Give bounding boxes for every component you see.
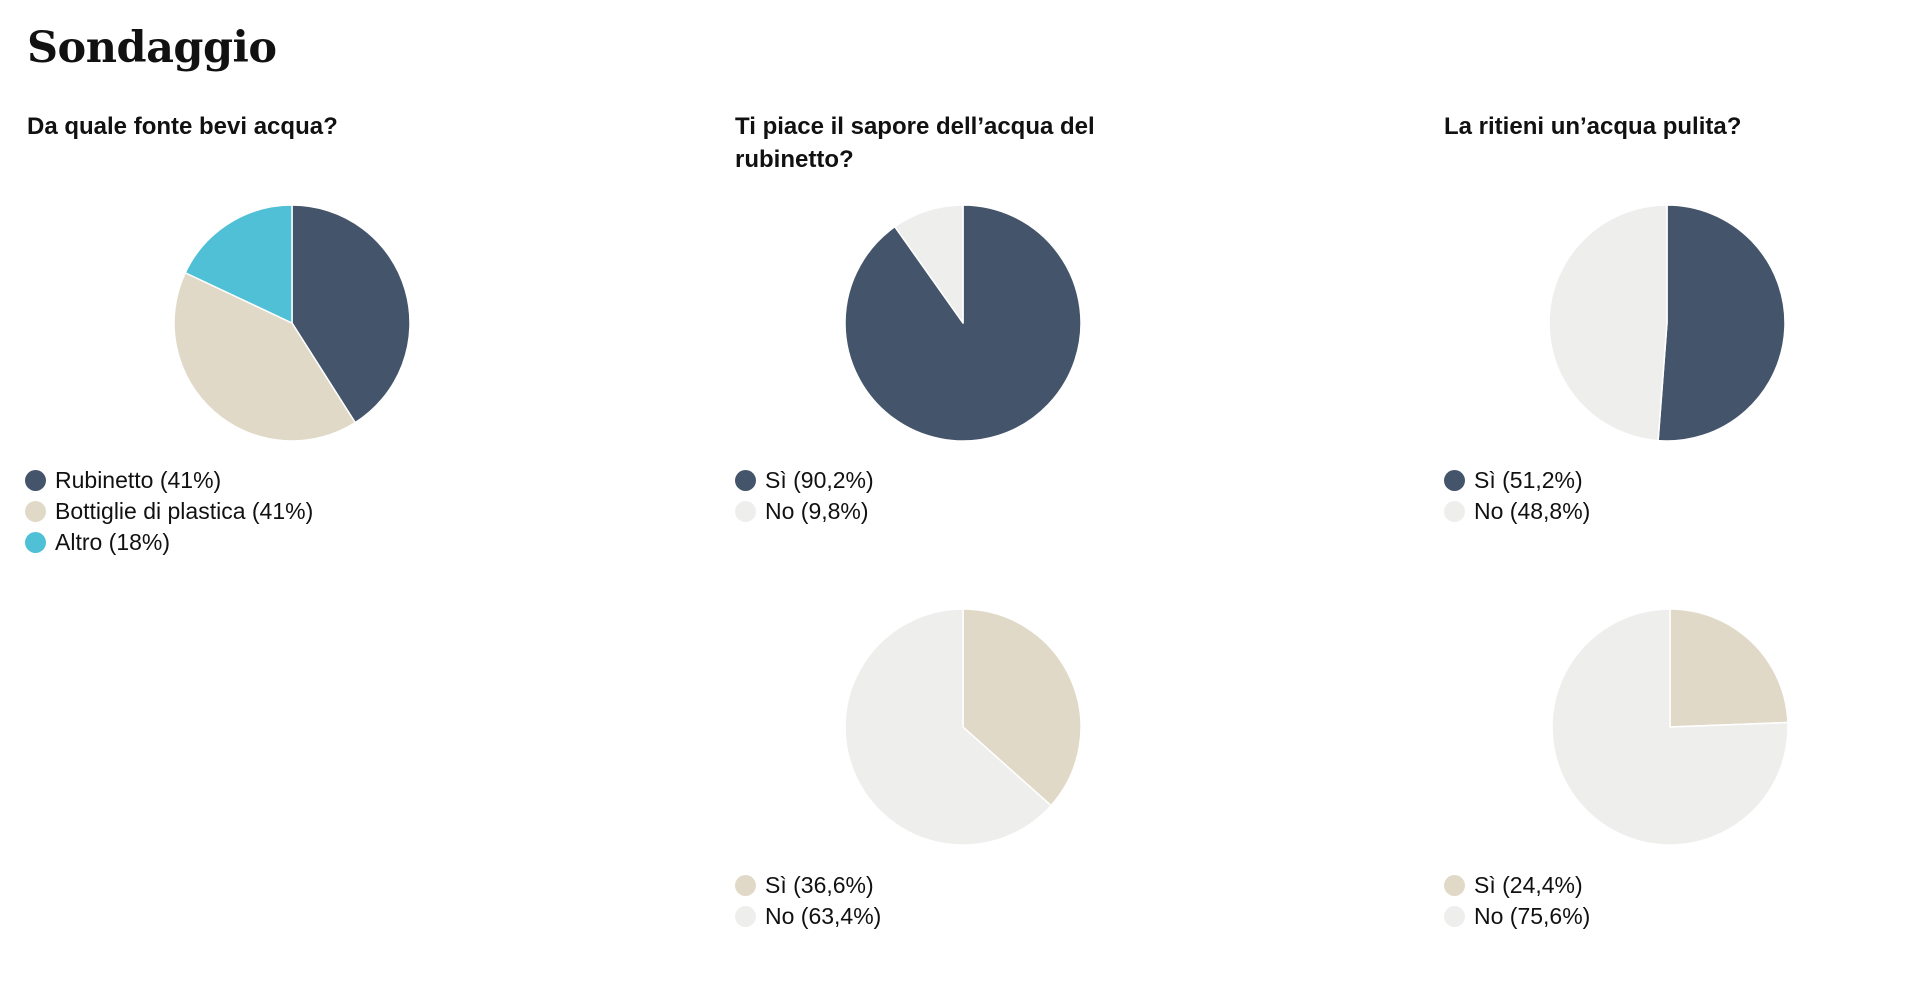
pie-slice-no [1548, 204, 1668, 442]
pie-slice-si [1657, 204, 1786, 442]
legend-item-no: No (75,6%) [1444, 901, 1590, 932]
legend-tap-water-taste-secondary: Sì (36,6%) No (63,4%) [735, 870, 881, 932]
legend-item-no: No (48,8%) [1444, 496, 1590, 527]
pie-slice-no [894, 204, 964, 324]
legend-swatch [1444, 875, 1465, 896]
pie-chart-water-cleanliness-secondary [1551, 608, 1789, 846]
legend-swatch [1444, 906, 1465, 927]
question-tap-water-taste: Ti piace il sapore dell’acqua del rubine… [735, 113, 1095, 173]
legend-item-si: Sì (36,6%) [735, 870, 881, 901]
legend-swatch [1444, 470, 1465, 491]
legend-swatch [25, 501, 46, 522]
pie-chart-water-source [173, 204, 411, 442]
legend-swatch [735, 906, 756, 927]
pie-chart-water-cleanliness [1548, 204, 1786, 442]
legend-swatch [735, 501, 756, 522]
legend-label: Altro (18%) [55, 529, 171, 555]
pie-slice-no [844, 608, 1052, 846]
legend-swatch [735, 875, 756, 896]
page-title: Sondaggio [27, 23, 277, 73]
legend-tap-water-taste: Sì (90,2%) No (9,8%) [735, 465, 874, 527]
question-water-source: Da quale fonte bevi acqua? [27, 113, 338, 140]
legend-water-source: Rubinetto (41%) Bottiglie di plastica (41… [25, 465, 313, 558]
legend-item-si: Sì (90,2%) [735, 465, 874, 496]
pie-slice-si [1669, 608, 1789, 728]
pie-slice-si [962, 608, 1082, 807]
legend-water-cleanliness-secondary: Sì (24,4%) No (75,6%) [1444, 870, 1590, 932]
legend-label: No (48,8%) [1474, 498, 1591, 524]
legend-label: Sì (90,2%) [765, 467, 874, 493]
legend-item-no: No (63,4%) [735, 901, 881, 932]
question-water-cleanliness: La ritieni un’acqua pulita? [1444, 113, 1742, 140]
legend-swatch [25, 470, 46, 491]
legend-swatch [735, 470, 756, 491]
legend-label: No (75,6%) [1474, 903, 1591, 929]
legend-item-no: No (9,8%) [735, 496, 874, 527]
legend-item-altro: Altro (18%) [25, 527, 313, 558]
legend-item-bottiglie-di-plastica: Bottiglie di plastica (41%) [25, 496, 313, 527]
pie-slice-bottiglie-di-plastica [173, 272, 356, 442]
pie-slice-altro [184, 204, 293, 324]
legend-label: Bottiglie di plastica (41%) [55, 498, 314, 524]
legend-item-si: Sì (24,4%) [1444, 870, 1590, 901]
legend-label: Sì (51,2%) [1474, 467, 1583, 493]
legend-item-si: Sì (51,2%) [1444, 465, 1590, 496]
legend-label: Sì (36,6%) [765, 872, 874, 898]
pie-slice-no [1551, 608, 1789, 846]
legend-swatch [25, 532, 46, 553]
pie-chart-tap-water-taste-secondary [844, 608, 1082, 846]
legend-label: Rubinetto (41%) [55, 467, 222, 493]
legend-label: Sì (24,4%) [1474, 872, 1583, 898]
legend-label: No (9,8%) [765, 498, 869, 524]
legend-item-rubinetto: Rubinetto (41%) [25, 465, 313, 496]
legend-water-cleanliness: Sì (51,2%) No (48,8%) [1444, 465, 1590, 527]
legend-label: No (63,4%) [765, 903, 882, 929]
legend-swatch [1444, 501, 1465, 522]
pie-chart-tap-water-taste [844, 204, 1082, 442]
